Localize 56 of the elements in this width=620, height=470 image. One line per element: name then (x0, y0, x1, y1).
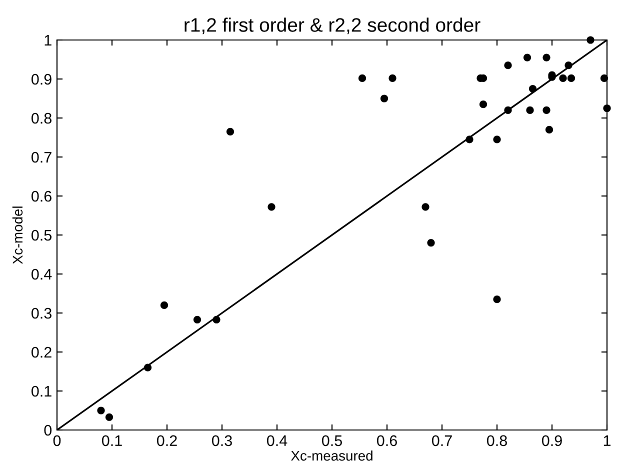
y-tick-label: 0.6 (32, 190, 52, 202)
x-tick-label: 0.1 (102, 435, 122, 446)
point (388, 74, 396, 82)
point (586, 36, 594, 44)
point (193, 316, 202, 324)
x-tick-label: 0.4 (266, 435, 288, 446)
point (105, 413, 114, 421)
x-tick-label: 0.7 (432, 435, 452, 446)
point (523, 54, 532, 62)
x-tick-label: 0.3 (212, 435, 232, 446)
point (559, 74, 567, 82)
x-tick-label: 0.5 (322, 435, 342, 446)
point (212, 316, 220, 324)
point (504, 106, 512, 114)
chart-title: r1,2 first order & r2,2 second order (184, 18, 480, 34)
point (493, 136, 501, 144)
x-tick-label: 0.9 (542, 435, 562, 446)
y-tick-label: 0.7 (32, 152, 52, 163)
point (493, 296, 501, 304)
point (600, 74, 608, 82)
point (380, 94, 388, 102)
point (427, 238, 435, 247)
point (358, 74, 366, 82)
x-tick-label: 0 (53, 435, 61, 446)
point (422, 203, 430, 211)
point (479, 100, 488, 108)
point (545, 126, 554, 134)
point (268, 203, 276, 211)
point (97, 406, 105, 414)
y-tick-label: 0.8 (32, 112, 52, 124)
point (226, 128, 234, 136)
point (160, 301, 168, 310)
point (528, 84, 537, 93)
point (603, 104, 611, 112)
y-tick-label: 0.5 (32, 230, 52, 241)
y-tick-label: 1 (44, 35, 52, 46)
y-tick-label: 0.2 (32, 346, 52, 358)
y-tick-label: 0.1 (32, 386, 52, 397)
y-tick-label: 0.4 (32, 268, 52, 280)
point (526, 106, 534, 114)
y-tick-label: 0 (44, 424, 52, 436)
x-tick-label: 1 (604, 435, 611, 446)
x-tick-label: 0.2 (156, 435, 177, 446)
point (542, 54, 550, 62)
y-tick-label: 0.9 (32, 74, 52, 85)
x-tick-label: 0.8 (486, 435, 507, 446)
point (466, 136, 474, 144)
point (567, 74, 576, 82)
point (504, 62, 512, 70)
point (144, 364, 152, 372)
y-axis-title: Xc-model (12, 206, 23, 264)
point (542, 106, 550, 114)
x-tick-label: 0.6 (376, 435, 397, 446)
y-tick-label: 0.3 (32, 308, 52, 319)
point (564, 62, 572, 70)
x-axis-title: Xc-measured (291, 450, 372, 461)
